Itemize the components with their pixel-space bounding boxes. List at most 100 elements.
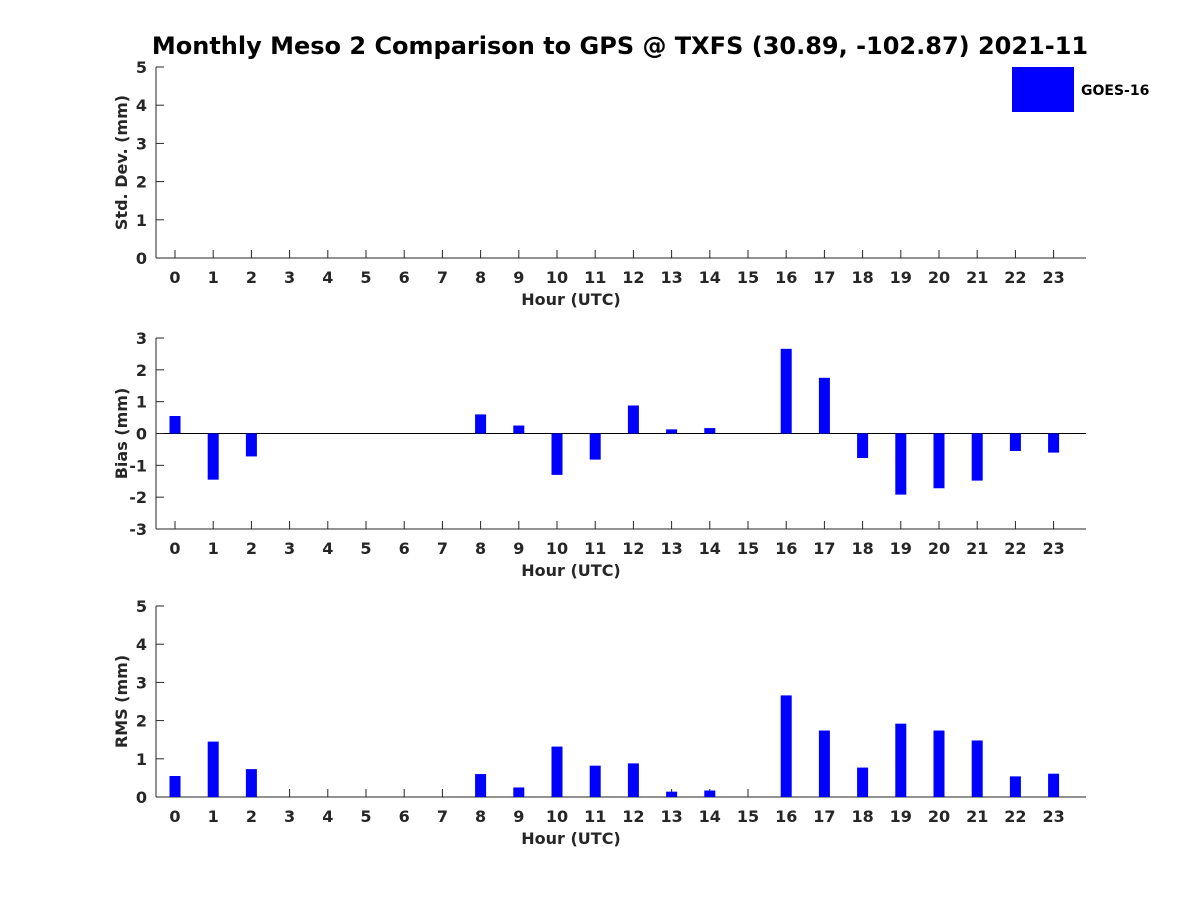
x-tick-label: 4 (322, 539, 333, 558)
bar-hour-21 (971, 433, 983, 481)
y-tick-label: 3 (136, 673, 147, 692)
bar-hour-8 (475, 774, 487, 797)
x-tick-label: 14 (699, 268, 721, 287)
y-tick-label: 0 (136, 788, 147, 807)
bar-hour-2 (245, 769, 257, 797)
bar-hour-14 (704, 790, 716, 797)
legend-label-goes-16: GOES-16 (1081, 83, 1149, 99)
y-tick-label: 5 (136, 597, 147, 616)
x-tick-label: 0 (169, 268, 180, 287)
x-tick-label: 13 (660, 268, 682, 287)
bar-hour-22 (1009, 776, 1021, 797)
x-tick-label: 21 (966, 268, 988, 287)
x-tick-label: 12 (622, 539, 644, 558)
bar-hour-16 (780, 348, 792, 434)
x-tick-label: 21 (966, 807, 988, 826)
x-tick-label: 6 (399, 807, 410, 826)
bar-hour-19 (895, 433, 907, 495)
bar-hour-18 (857, 433, 869, 459)
x-tick-label: 21 (966, 539, 988, 558)
bar-hour-1 (207, 433, 219, 480)
bar-hour-22 (1009, 433, 1021, 452)
x-tick-label: 10 (546, 268, 568, 287)
y-tick-label: 1 (136, 750, 147, 769)
x-tick-label: 19 (890, 268, 912, 287)
x-axis-label: Hour (UTC) (521, 561, 621, 580)
y-tick-label: 0 (136, 249, 147, 268)
x-tick-label: 3 (284, 268, 295, 287)
x-tick-label: 6 (399, 268, 410, 287)
bar-hour-0 (169, 775, 181, 797)
x-tick-label: 4 (322, 807, 333, 826)
y-tick-label: 1 (136, 211, 147, 230)
x-tick-label: 5 (360, 539, 371, 558)
x-tick-label: 17 (813, 268, 835, 287)
y-tick-label: 2 (136, 173, 147, 192)
bar-hour-10 (551, 433, 563, 475)
x-tick-label: 11 (584, 807, 606, 826)
x-tick-label: 10 (546, 539, 568, 558)
x-tick-label: 15 (737, 539, 759, 558)
bar-hour-13 (666, 429, 678, 434)
bar-hour-16 (780, 695, 792, 797)
bar-hour-2 (245, 433, 257, 457)
x-axis-label: Hour (UTC) (521, 290, 621, 309)
x-tick-label: 9 (513, 268, 524, 287)
y-tick-label: -1 (129, 456, 147, 475)
x-tick-label: 7 (437, 807, 448, 826)
x-tick-label: 15 (737, 807, 759, 826)
x-tick-label: 2 (246, 539, 257, 558)
x-tick-label: 12 (622, 268, 644, 287)
x-tick-label: 7 (437, 539, 448, 558)
x-tick-label: 14 (699, 539, 721, 558)
y-tick-label: 5 (136, 58, 147, 77)
x-tick-label: 16 (775, 807, 797, 826)
y-tick-label: 0 (136, 425, 147, 444)
x-tick-label: 17 (813, 539, 835, 558)
y-tick-label: 1 (136, 393, 147, 412)
bar-hour-19 (895, 723, 907, 797)
x-tick-label: 0 (169, 807, 180, 826)
bar-hour-17 (818, 730, 830, 797)
x-tick-label: 23 (1042, 807, 1064, 826)
x-tick-label: 18 (851, 539, 873, 558)
y-axis-label: Bias (mm) (112, 388, 131, 480)
x-tick-label: 18 (851, 807, 873, 826)
bar-hour-12 (627, 763, 639, 797)
y-tick-label: -3 (129, 520, 147, 539)
x-tick-label: 16 (775, 539, 797, 558)
chart-title: Monthly Meso 2 Comparison to GPS @ TXFS … (152, 32, 1088, 60)
x-tick-label: 19 (890, 807, 912, 826)
x-tick-label: 20 (928, 539, 950, 558)
y-tick-label: 3 (136, 134, 147, 153)
bar-hour-12 (627, 405, 639, 434)
x-tick-label: 12 (622, 807, 644, 826)
x-tick-label: 4 (322, 268, 333, 287)
x-tick-label: 8 (475, 268, 486, 287)
x-tick-label: 9 (513, 807, 524, 826)
bar-hour-1 (207, 741, 219, 797)
bar-hour-8 (475, 414, 487, 434)
bar-hour-18 (857, 767, 869, 797)
x-tick-label: 1 (208, 539, 219, 558)
x-tick-label: 0 (169, 539, 180, 558)
x-tick-label: 16 (775, 268, 797, 287)
x-tick-label: 13 (660, 539, 682, 558)
x-tick-label: 2 (246, 807, 257, 826)
x-tick-label: 18 (851, 268, 873, 287)
x-tick-label: 20 (928, 268, 950, 287)
x-tick-label: 1 (208, 268, 219, 287)
bar-hour-20 (933, 730, 945, 797)
x-tick-label: 9 (513, 539, 524, 558)
x-tick-label: 8 (475, 807, 486, 826)
x-tick-label: 5 (360, 807, 371, 826)
x-tick-label: 3 (284, 539, 295, 558)
x-tick-label: 14 (699, 807, 721, 826)
x-tick-label: 11 (584, 539, 606, 558)
bar-hour-11 (589, 433, 601, 460)
x-tick-label: 13 (660, 807, 682, 826)
bar-hour-14 (704, 428, 716, 434)
bar-hour-23 (1048, 433, 1060, 453)
